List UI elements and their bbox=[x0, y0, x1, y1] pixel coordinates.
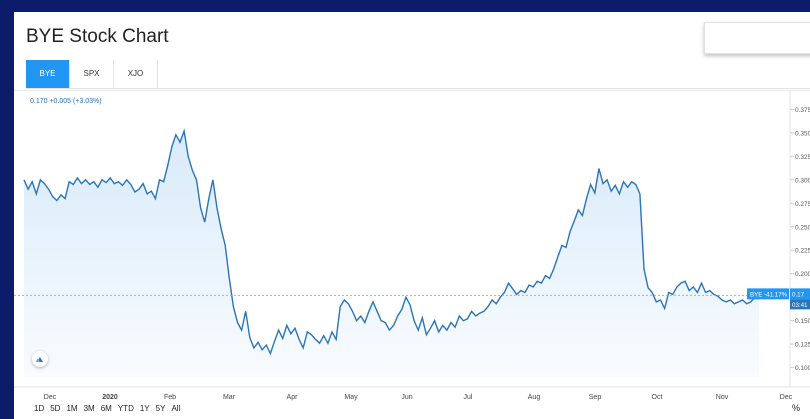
range-1m-button[interactable]: 1M bbox=[66, 404, 78, 413]
tab-bye[interactable]: BYE bbox=[26, 60, 70, 88]
last-value-badge bbox=[747, 288, 789, 300]
page-title: BYE Stock Chart bbox=[26, 26, 169, 47]
symbol-tabs: BYE SPX XJO bbox=[26, 60, 810, 89]
y-tick-label: 0.275 bbox=[795, 201, 810, 208]
x-tick-label: Dec bbox=[780, 394, 793, 401]
price-chart[interactable]: 0.375 0.350 0.325 0.300 0.275 0.250 0.225 0.200… bbox=[14, 90, 810, 402]
range-1y-button[interactable]: 1Y bbox=[139, 404, 150, 413]
time-axis-label: 03:41 bbox=[792, 302, 808, 309]
x-tick-label: Jun bbox=[401, 394, 412, 401]
x-tick-label: Oct bbox=[652, 394, 663, 401]
quote-readout: 0.170 +0.005 (+3.03%) bbox=[30, 98, 102, 105]
time-axis-badge bbox=[790, 299, 810, 310]
range-3m-button[interactable]: 3M bbox=[83, 404, 95, 413]
y-tick-label: 0.375 bbox=[795, 107, 810, 114]
y-tick-label: 0.150 bbox=[795, 318, 810, 325]
y-tick-label: 0.100 bbox=[795, 365, 810, 372]
x-tick-label: May bbox=[344, 394, 358, 401]
price-line bbox=[23, 128, 760, 356]
range-ytd-button[interactable]: YTD bbox=[117, 404, 134, 413]
x-tick-label: Nov bbox=[716, 394, 729, 401]
x-tick-label: Jul bbox=[464, 394, 473, 401]
y-tick-label: 0.350 bbox=[795, 130, 810, 137]
x-tick-label: Dec bbox=[44, 394, 57, 401]
price-axis-label: 0.17 bbox=[792, 291, 805, 298]
tab-spx[interactable]: SPX bbox=[70, 60, 114, 88]
percent-toggle[interactable]: % bbox=[791, 403, 800, 413]
chart-panel: BYE Stock Chart BYE SPX XJO 0.170 +0.005… bbox=[14, 12, 810, 419]
x-tick-label: Apr bbox=[287, 394, 299, 401]
x-tick-label: 2020 bbox=[102, 394, 118, 401]
range-1d-button[interactable]: 1D bbox=[34, 404, 45, 413]
chart-area[interactable] bbox=[14, 90, 810, 401]
range-5y-button[interactable]: 5Y bbox=[155, 404, 166, 413]
y-tick-label: 0.200 bbox=[795, 271, 810, 278]
price-axis-badge bbox=[790, 288, 810, 300]
tradingview-cloud-icon[interactable] bbox=[32, 351, 48, 367]
x-tick-label: Aug bbox=[528, 394, 541, 401]
y-tick-label: 0.300 bbox=[795, 177, 810, 184]
y-tick-label: 0.325 bbox=[795, 154, 810, 161]
x-tick-label: Mar bbox=[223, 394, 236, 401]
tab-xjo[interactable]: XJO bbox=[114, 60, 158, 88]
x-tick-label: Sep bbox=[589, 394, 602, 401]
price-area-fill bbox=[24, 131, 759, 377]
range-5d-button[interactable]: 5D bbox=[50, 404, 61, 413]
y-tick-label: 0.125 bbox=[795, 342, 810, 349]
symbol-search-box[interactable] bbox=[704, 22, 810, 54]
range-selector: 1D 5D 1M 3M 6M YTD 1Y 5Y All bbox=[34, 404, 180, 413]
last-value-label: BYE -41.17% bbox=[750, 291, 788, 298]
range-all-button[interactable]: All bbox=[171, 404, 181, 413]
x-tick-label: Feb bbox=[164, 394, 176, 401]
y-tick-label: 0.250 bbox=[795, 224, 810, 231]
range-6m-button[interactable]: 6M bbox=[100, 404, 112, 413]
y-tick-label: 0.225 bbox=[795, 248, 810, 255]
